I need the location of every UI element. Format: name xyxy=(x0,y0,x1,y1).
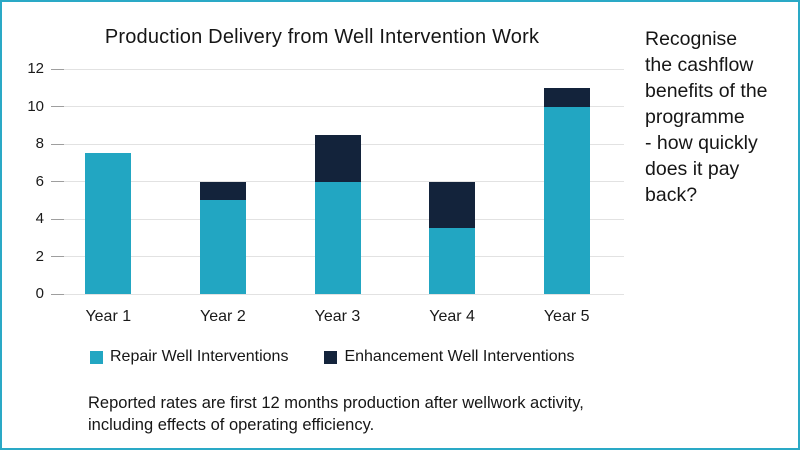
legend-swatch-repair xyxy=(90,350,103,364)
bar-segment-repair xyxy=(429,228,476,294)
annotation-text: Recognise the cashflow benefits of the p… xyxy=(645,28,768,206)
x-axis-label: Year 1 xyxy=(85,308,132,325)
y-axis-label: 10 xyxy=(27,97,44,115)
y-axis-tick xyxy=(51,293,64,295)
gridline xyxy=(51,106,624,107)
gridline xyxy=(51,293,624,295)
chart-title: Production Delivery from Well Interventi… xyxy=(104,26,540,48)
bar-segment-enhancement xyxy=(543,87,590,107)
y-axis-tick xyxy=(51,143,64,145)
gridline xyxy=(51,68,624,70)
legend-item-enhancement: Enhancement Well Interventions xyxy=(324,348,575,366)
y-axis-label: 0 xyxy=(35,285,44,302)
y-axis-tick xyxy=(51,68,64,70)
bar-segment-repair xyxy=(543,106,590,294)
x-axis-label: Year 5 xyxy=(543,308,590,325)
y-axis-tick xyxy=(51,218,64,220)
y-axis-label: 4 xyxy=(35,210,44,227)
y-axis-tick xyxy=(51,181,64,182)
legend: Repair Well Interventions Enhancement We… xyxy=(90,348,575,366)
x-axis-label: Year 2 xyxy=(200,308,246,325)
bar-segment-enhancement xyxy=(314,134,361,182)
y-axis-label: 6 xyxy=(35,172,44,190)
bar-segment-repair xyxy=(314,181,361,294)
x-axis-label: Year 4 xyxy=(429,308,475,325)
bar-segment-repair xyxy=(199,200,246,294)
plot-area: 0 2 4 6 8 10 12 Year 1 Year 2 Year 3 Year 4 Year 5 xyxy=(27,60,624,325)
legend-swatch-enhancement xyxy=(324,350,338,364)
bar-segment-repair xyxy=(85,153,132,294)
y-axis-label: 8 xyxy=(35,135,44,152)
y-axis-tick xyxy=(51,256,64,257)
y-axis-label: 12 xyxy=(27,60,44,77)
y-axis-label: 2 xyxy=(35,247,44,265)
legend-item-repair: Repair Well Interventions xyxy=(90,348,288,366)
y-axis-tick xyxy=(51,106,64,107)
x-axis-label: Year 3 xyxy=(314,308,361,325)
legend-label-repair: Repair Well Interventions xyxy=(110,348,289,365)
footnote-text: Reported rates are first 12 months produ… xyxy=(88,394,584,434)
legend-label-enhancement: Enhancement Well Interventions xyxy=(344,348,575,365)
bar-segment-enhancement xyxy=(199,181,246,201)
bar-segment-enhancement xyxy=(429,181,476,229)
